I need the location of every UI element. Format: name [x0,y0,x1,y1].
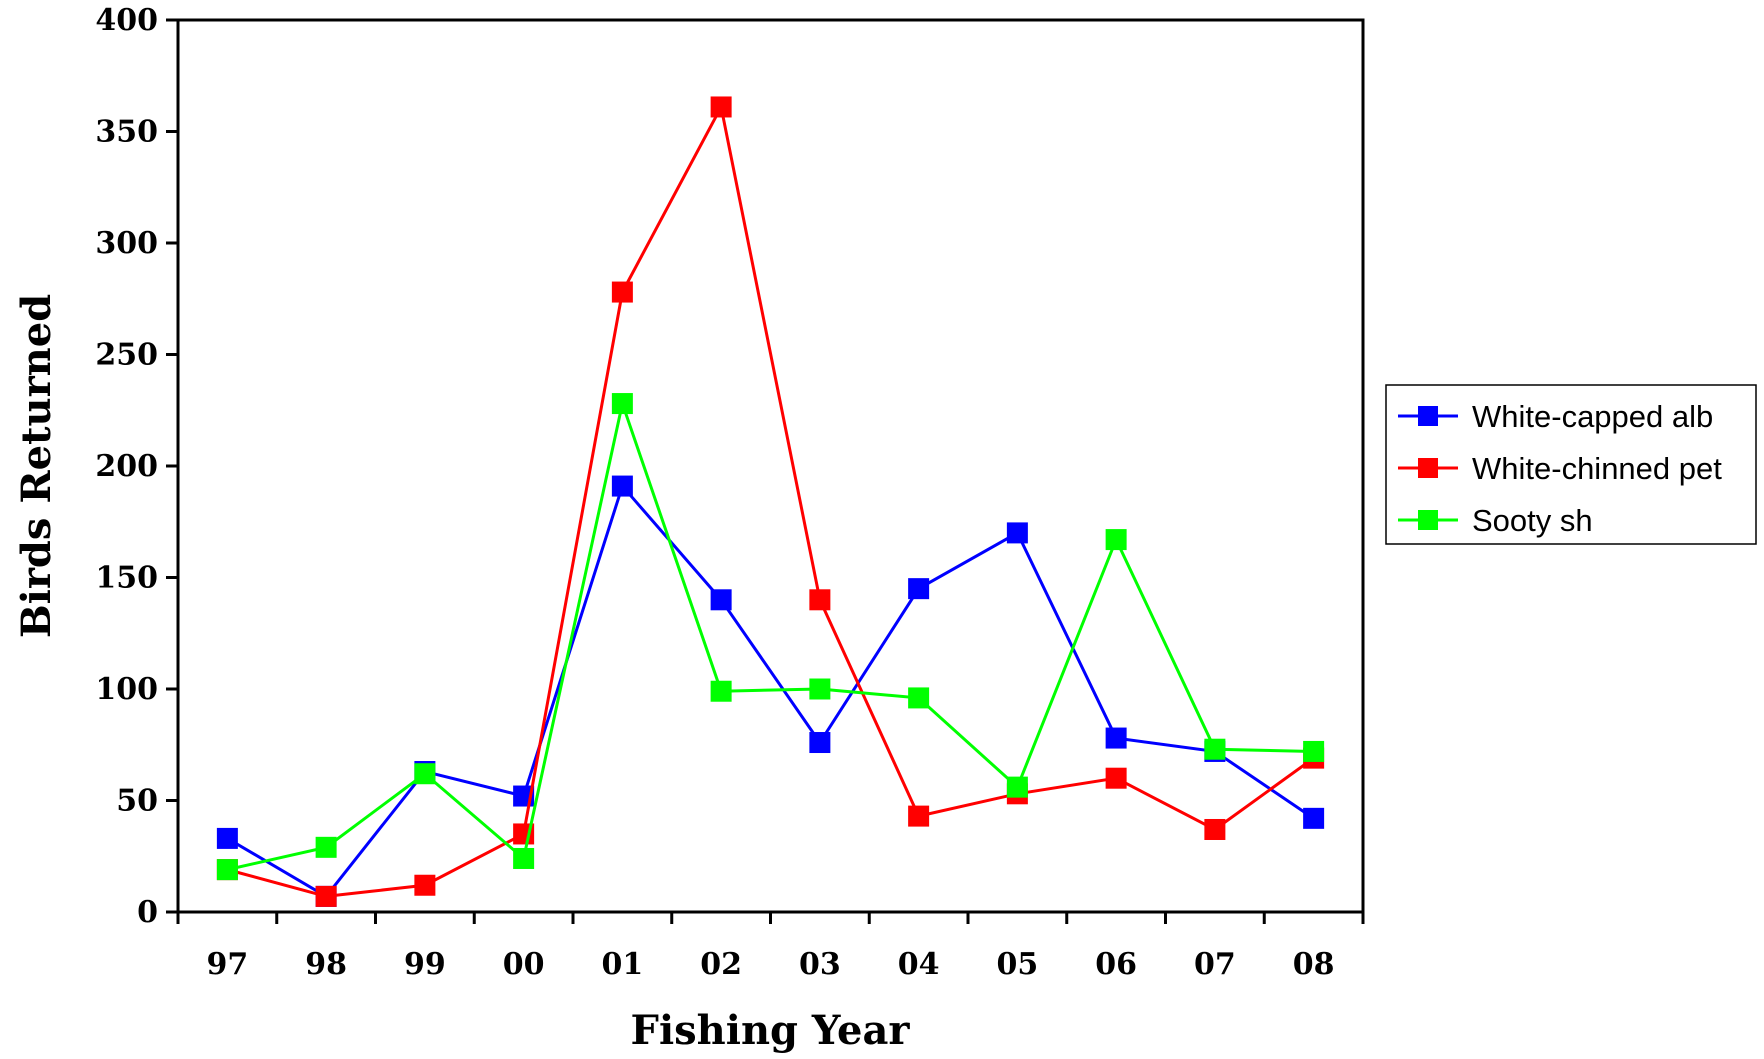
y-tick-label: 100 [95,672,158,707]
series-line-sooty-sh [227,397,1314,872]
data-point-white-capped-alb [216,827,238,849]
legend-label-white-chinned-pet: White-chinned pet [1472,451,1722,486]
x-tick-label: 05 [997,947,1039,982]
y-tick-label: 150 [95,561,158,596]
data-point-white-chinned-pet [710,96,732,118]
data-point-white-chinned-pet [611,281,633,303]
x-tick-label: 99 [404,947,446,982]
x-tick-label: 08 [1293,947,1335,982]
x-tick-label: 06 [1095,947,1137,982]
legend: White-capped alb White-chinned pet Sooty s… [1385,384,1757,545]
data-point-sooty-sh [1204,738,1226,760]
data-point-white-chinned-pet [414,874,436,896]
data-point-white-capped-alb [710,589,732,611]
data-point-white-chinned-pet [1105,767,1127,789]
data-point-white-capped-alb [611,475,633,497]
data-point-sooty-sh [216,859,238,881]
y-tick-label: 300 [95,226,158,261]
data-point-sooty-sh [1303,740,1325,762]
data-point-white-chinned-pet [908,805,930,827]
legend-marker-sooty-sh [1418,510,1438,530]
y-axis-title: Birds Returned [13,294,60,638]
data-point-sooty-sh [908,687,930,709]
data-point-white-capped-alb [908,578,930,600]
legend-label-white-capped-alb: White-capped alb [1472,399,1713,434]
data-point-white-chinned-pet [1204,818,1226,840]
data-point-white-capped-alb [1105,727,1127,749]
series-layer [216,96,1325,907]
data-point-sooty-sh [1006,776,1028,798]
x-tick-label: 04 [898,947,940,982]
series-line-white-chinned-pet [226,102,1315,898]
data-point-white-capped-alb [1006,522,1028,544]
y-tick-label: 350 [95,115,158,150]
x-axis-ticks: 97 98 99 00 01 02 03 04 05 06 07 08 [176,912,1365,982]
x-axis-title: Fishing Year [631,1007,911,1054]
legend-box [1385,384,1757,545]
y-tick-label: 400 [95,3,158,38]
plot-area [176,18,1365,914]
data-point-sooty-sh [414,763,436,785]
x-tick-label: 02 [700,947,742,982]
data-point-white-capped-alb [809,732,831,754]
y-tick-label: 0 [137,895,158,930]
y-tick-label: 200 [95,449,158,484]
data-point-white-capped-alb [1303,807,1325,829]
data-point-white-chinned-pet [809,589,831,611]
x-tick-label: 07 [1194,947,1236,982]
data-point-sooty-sh [710,680,732,702]
data-point-sooty-sh [1105,529,1127,551]
legend-marker-white-chinned-pet [1418,458,1438,478]
data-point-sooty-sh [315,836,337,858]
x-tick-label: 97 [207,947,249,982]
x-tick-label: 98 [305,947,347,982]
legend-marker-white-capped-alb [1418,406,1438,426]
y-tick-label: 250 [95,338,158,373]
x-tick-label: 00 [503,947,545,982]
data-point-white-chinned-pet [315,885,337,907]
legend-label-sooty-sh: Sooty sh [1472,503,1593,538]
y-tick-label: 50 [116,784,158,819]
data-point-sooty-sh [611,393,633,415]
data-point-sooty-sh [809,678,831,700]
series-line-white-capped-alb [226,483,1315,899]
x-tick-label: 03 [799,947,841,982]
x-tick-label: 01 [602,947,644,982]
y-axis-ticks: 0 50 100 150 200 250 300 350 400 [95,3,178,930]
data-point-sooty-sh [513,847,535,869]
